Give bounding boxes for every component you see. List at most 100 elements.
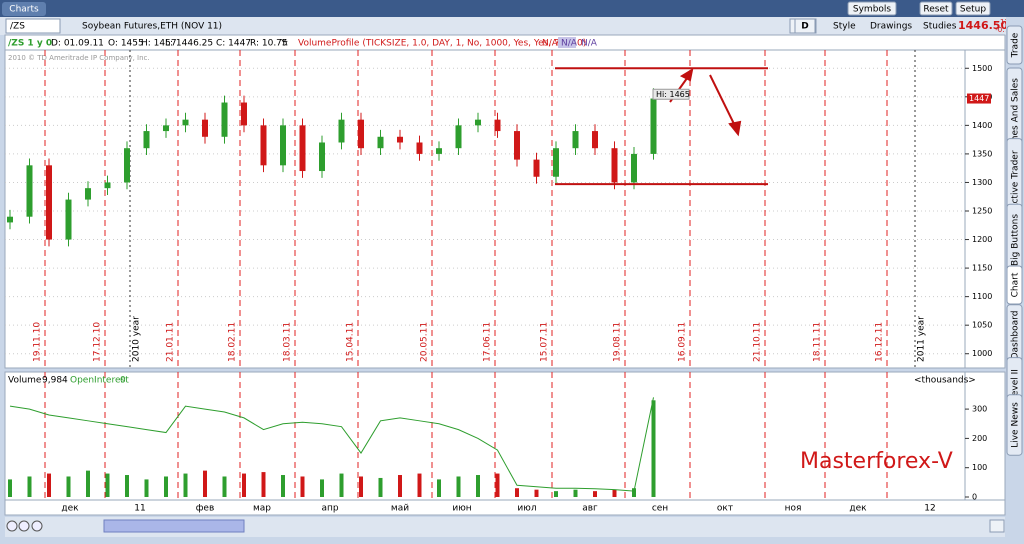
candle-body [416, 142, 423, 154]
x-tick-label: июл [517, 504, 536, 514]
panel-header: Volume [8, 376, 42, 386]
volume-bar [534, 489, 539, 497]
copyright: 2010 © TD Ameritrade IP Company, Inc. [8, 54, 150, 62]
volume-bar [476, 475, 480, 497]
scrollbar-thumb[interactable] [103, 519, 245, 533]
tool[interactable]: Style [833, 22, 856, 32]
button[interactable] [847, 1, 897, 16]
candle-body [514, 131, 520, 160]
candle-body [46, 165, 52, 240]
volume-bar [125, 475, 129, 497]
side-tab[interactable] [1006, 265, 1023, 305]
x-tick-label: окт [717, 504, 733, 514]
last-price: 1446.50 [958, 19, 1008, 32]
button[interactable] [919, 1, 953, 16]
date-label: 15.07.11 [540, 322, 550, 362]
scroll-button[interactable] [989, 519, 1005, 533]
zoom[interactable] [31, 520, 43, 532]
side-tab-label[interactable]: Active Trader [1011, 150, 1021, 209]
study: VolumeProfile (TICKSIZE, 1.0, DAY, 1, No… [298, 39, 586, 49]
candle-body [260, 125, 267, 166]
date-label: 18.03.11 [283, 322, 293, 362]
toolbar [0, 17, 1024, 35]
symbol-input[interactable] [5, 18, 61, 34]
x-tick-label: мар [253, 504, 271, 514]
x-tick-label: апр [321, 504, 338, 514]
volume-bar [417, 473, 422, 497]
watermark: Masterforex-V [800, 449, 953, 474]
candle-body [572, 131, 579, 149]
candle-body [436, 148, 442, 154]
y-tick-label: 1000 [972, 349, 992, 358]
volume-bar [320, 479, 324, 497]
side-tab[interactable] [1006, 25, 1023, 65]
title-bar [0, 0, 1024, 17]
x-tick-label: 11 [134, 504, 145, 514]
button-label[interactable]: Setup [960, 5, 986, 15]
volume-bar [456, 476, 461, 497]
panel-header: <thousands> [914, 376, 976, 386]
button-label[interactable]: Symbols [853, 5, 892, 15]
tool[interactable]: Studies [923, 22, 957, 32]
volume-bar [105, 473, 110, 497]
tool[interactable]: Drawings [870, 22, 912, 32]
zoom-in[interactable] [6, 520, 18, 532]
hi-label: Hi: 1465 [656, 90, 690, 99]
button[interactable] [955, 1, 991, 16]
arrow [709, 74, 737, 129]
volume-bar [222, 476, 227, 497]
panel-header: 9,984 [42, 376, 68, 386]
candle-body [26, 165, 33, 217]
candle-body [124, 148, 130, 183]
side-tab-label[interactable]: Chart [1011, 272, 1021, 297]
candle-body [358, 119, 364, 149]
symbol[interactable]: /ZS [10, 22, 25, 32]
info-field: Y: [280, 39, 288, 49]
volume-bar [86, 470, 90, 497]
na: N/A [581, 39, 598, 49]
side-tab-label[interactable]: Trade [1011, 32, 1021, 58]
button-label[interactable]: Reset [923, 5, 949, 15]
side-tab-label[interactable]: Live News [1011, 402, 1021, 448]
tab[interactable] [2, 2, 46, 16]
candle-body [85, 188, 91, 200]
volume-bar [66, 476, 71, 497]
side-tab-label[interactable]: Dashboard [1011, 311, 1021, 360]
date-label: 17.12.10 [93, 322, 103, 362]
year-label: 2011 year [917, 316, 927, 362]
year-label: 2010 year [132, 316, 142, 362]
y-tick-label: 300 [972, 405, 987, 414]
tab-label[interactable]: Charts [9, 5, 39, 15]
y-tick-label: 1100 [972, 292, 992, 301]
side-tab-label[interactable]: Level II [1011, 369, 1021, 401]
date-label: 21.10.11 [753, 322, 763, 362]
candle-body [299, 125, 306, 172]
x-tick-label: фев [196, 504, 215, 514]
volume-bar [27, 476, 32, 497]
x-tick-label: ноя [785, 504, 802, 514]
date-label: 16.09.11 [678, 322, 688, 362]
info-field: L: 1446.25 [165, 39, 213, 49]
x-tick-label: май [391, 504, 409, 514]
zoom-out[interactable] [18, 520, 30, 532]
date-label: 17.06.11 [483, 322, 493, 362]
candle-body [338, 119, 345, 143]
open-interest-line [9, 397, 654, 492]
candle-body [397, 136, 403, 143]
side-tab-label[interactable]: Big Buttons [1011, 214, 1021, 266]
last-price-label: 1447 [969, 94, 989, 103]
volume-bar [378, 477, 383, 497]
volume-bar [339, 473, 344, 497]
volume-bar [612, 489, 617, 497]
volume-bar [8, 479, 12, 497]
x-tick-label: 12 [924, 504, 935, 514]
volume-bar [281, 475, 285, 497]
side-tab-label[interactable]: Times And Sales [1011, 78, 1021, 153]
candle-body [455, 125, 462, 149]
period[interactable]: D [801, 22, 808, 32]
period-button[interactable] [794, 18, 816, 34]
candle-body [280, 125, 286, 166]
volume-bar [300, 476, 305, 497]
side-tab[interactable] [1006, 394, 1023, 456]
